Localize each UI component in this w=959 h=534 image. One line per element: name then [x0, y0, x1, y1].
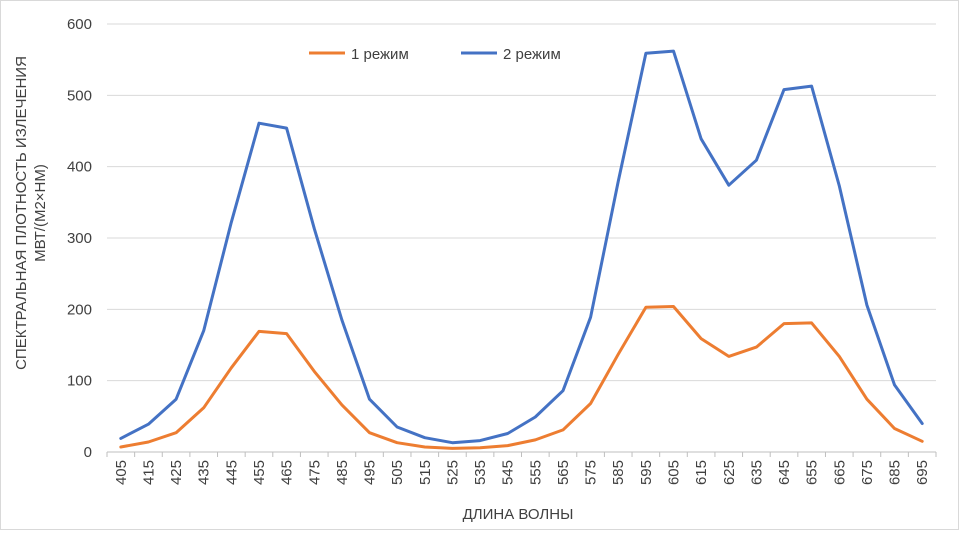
x-tick-label: 415: [140, 460, 157, 485]
x-tick-label: 605: [665, 460, 682, 485]
y-tick-label: 500: [67, 87, 92, 104]
x-tick-label: 485: [334, 460, 351, 485]
y-axis-tick-labels: 0 100 200 300 400 500 600: [67, 16, 92, 461]
y-axis-title-line-1: СПЕКТРАЛЬНАЯ ПЛОТНОСТЬ ИЗЛЕЧЕНИЯ: [13, 56, 30, 370]
x-tick-label: 695: [914, 460, 931, 485]
y-tick-label: 600: [67, 16, 92, 33]
legend-label-1: 1 режим: [351, 46, 409, 63]
x-tick-label: 585: [610, 460, 627, 485]
x-tick-label: 435: [196, 460, 213, 485]
x-tick-label: 445: [223, 460, 240, 485]
y-tick-label: 400: [67, 159, 92, 176]
series-lines: [119, 49, 924, 450]
x-tick-label: 475: [306, 460, 323, 485]
x-tick-label: 505: [389, 460, 406, 485]
x-tick-label: 645: [776, 460, 793, 485]
x-tick-label: 545: [500, 460, 517, 485]
x-tick-label: 455: [251, 460, 268, 485]
x-tick-label: 425: [168, 460, 185, 485]
x-axis-title: ДЛИНА ВОЛНЫ: [463, 506, 574, 523]
y-tick-label: 300: [67, 230, 92, 247]
y-axis-title-line-2: МВТ/(М2×НМ): [32, 164, 49, 262]
x-tick-label: 675: [859, 460, 876, 485]
y-tick-label: 200: [67, 301, 92, 318]
x-tick-label: 525: [444, 460, 461, 485]
x-tick-label: 595: [638, 460, 655, 485]
x-tick-label: 515: [417, 460, 434, 485]
series-line-2: [119, 49, 924, 445]
x-tick-label: 555: [527, 460, 544, 485]
x-tick-label: 405: [113, 460, 130, 485]
x-tick-label: 655: [804, 460, 821, 485]
x-tick-label: 685: [887, 460, 904, 485]
legend: 1 режим 2 режим: [309, 46, 561, 63]
y-tick-label: 0: [84, 444, 92, 461]
x-tick-label: 495: [362, 460, 379, 485]
x-tick-label: 665: [831, 460, 848, 485]
x-axis-tick-labels: 405 415 425 435 445 455 465 475 485 495 505 515 525 5…: [113, 460, 931, 485]
gridlines: [106, 23, 937, 457]
x-tick-label: 615: [693, 460, 710, 485]
y-axis-title: СПЕКТРАЛЬНАЯ ПЛОТНОСТЬ ИЗЛЕЧЕНИЯ МВТ/(М2…: [13, 56, 49, 370]
x-tick-label: 565: [555, 460, 572, 485]
legend-label-2: 2 режим: [503, 46, 561, 63]
x-tick-label: 465: [279, 460, 296, 485]
x-tick-label: 635: [748, 460, 765, 485]
series-line-1: [119, 305, 924, 450]
x-tick-label: 625: [721, 460, 738, 485]
x-tick-label: 535: [472, 460, 489, 485]
x-tick-label: 575: [583, 460, 600, 485]
y-tick-label: 100: [67, 373, 92, 390]
